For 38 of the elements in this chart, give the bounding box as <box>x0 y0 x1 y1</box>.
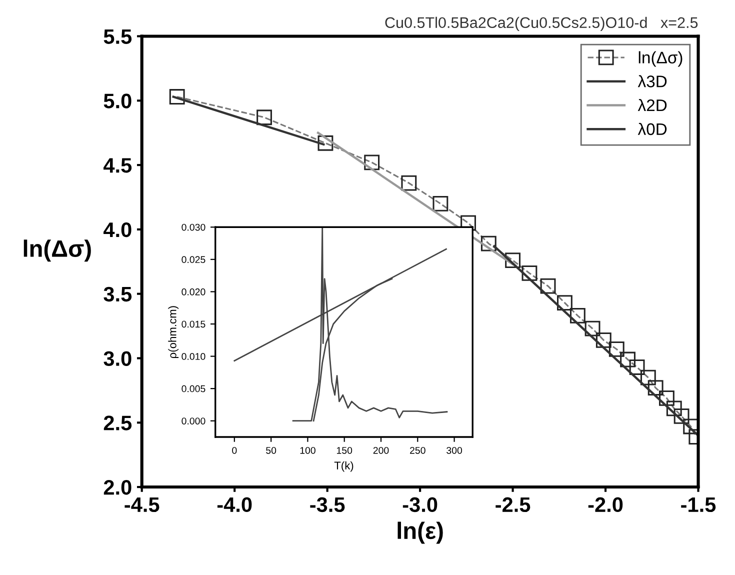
y-tick-label: 3.5 <box>104 286 132 302</box>
y-axis-title: ρ(ohm.cm) <box>168 306 179 358</box>
y-tick-label: 0.025 <box>182 256 206 264</box>
x-tick-label: 300 <box>446 446 462 454</box>
legend-label: λ2D <box>638 98 667 112</box>
y-tick-label: 0.015 <box>182 320 206 328</box>
x-tick-label: -2.0 <box>588 497 623 512</box>
x-axis-title: T(k) <box>334 461 354 472</box>
y-tick-label: 2.0 <box>104 480 132 495</box>
x-tick-label: 200 <box>373 446 389 454</box>
y-tick-label: 0.000 <box>182 418 206 424</box>
y-axis-title: ln(Δσ) <box>24 240 91 262</box>
x-tick-label: 250 <box>410 446 426 454</box>
chart-title: Cu0.5Tl0.5Ba2Ca2(Cu0.5Cs2.5)O10-d x=2.5 <box>385 16 698 32</box>
legend-label: λ0D <box>638 122 667 136</box>
x-tick-label: -3.5 <box>310 497 345 512</box>
y-tick-label: 0.005 <box>182 385 206 392</box>
x-tick-label: -4.0 <box>217 497 252 512</box>
y-tick-label: 0.010 <box>182 353 206 360</box>
x-tick-label: -1.5 <box>681 498 716 512</box>
y-tick-label: 3.0 <box>104 351 132 366</box>
y-tick-label: 0.020 <box>182 288 206 296</box>
x-axis-title: ln(ε) <box>398 522 443 544</box>
y-tick-label: 4.0 <box>103 222 132 238</box>
x-tick-label: -2.5 <box>496 497 530 512</box>
x-tick-label: 0 <box>232 446 237 454</box>
x-tick-label: -3.0 <box>402 497 438 512</box>
y-tick-label: 5.5 <box>104 29 132 44</box>
legend-label: λ3D <box>638 75 667 88</box>
x-tick-label: -4.5 <box>124 498 160 512</box>
y-tick-label: 2.5 <box>104 416 132 430</box>
x-tick-label: 100 <box>300 446 316 454</box>
x-tick-label: 150 <box>336 446 352 454</box>
x-tick-label: 50 <box>266 446 276 454</box>
legend-label: ln(Δσ) <box>638 51 682 67</box>
y-tick-label: 0.030 <box>182 224 206 231</box>
y-tick-label: 4.5 <box>103 158 132 173</box>
y-tick-label: 5.0 <box>104 94 132 108</box>
